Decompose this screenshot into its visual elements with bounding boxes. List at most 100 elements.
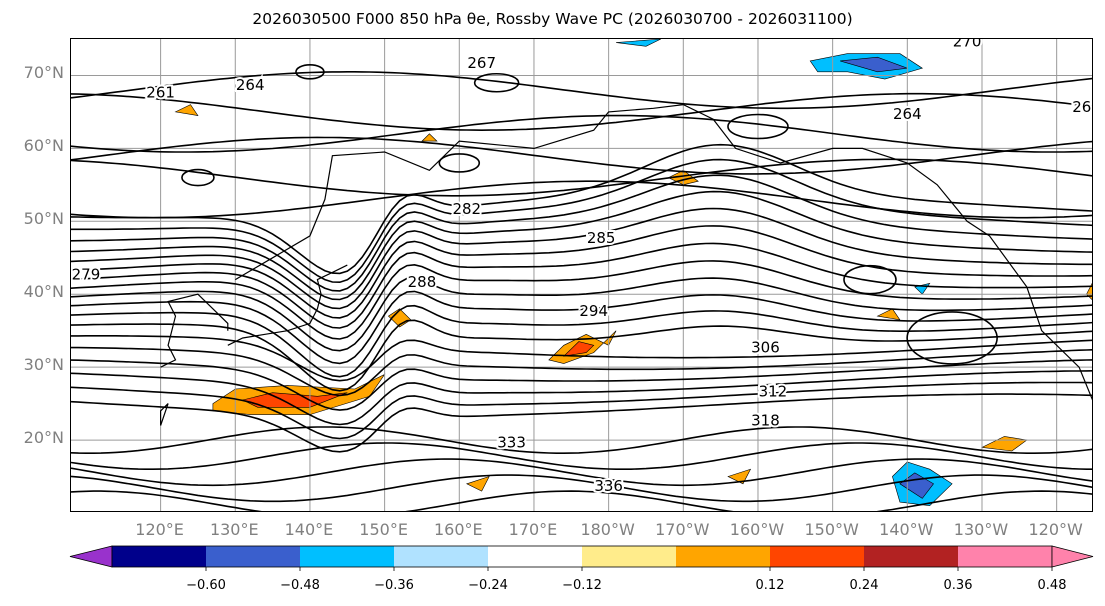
contour-line: [71, 158, 1092, 284]
colorbar-segment: [958, 546, 1053, 567]
contour-line: [71, 207, 1092, 310]
colorbar-extend-low: [69, 545, 113, 568]
lon-label: 170°E: [508, 520, 558, 539]
contour-line: [71, 174, 1092, 292]
contour-label: 261: [1072, 98, 1093, 116]
colorbar-extend-high: [1051, 545, 1094, 568]
lon-label: 140°W: [879, 520, 934, 539]
contour-label: 312: [759, 382, 788, 400]
colorbar-segment: [300, 546, 395, 567]
lat-label: 60°N: [23, 136, 64, 156]
contour-label: 270: [953, 39, 982, 50]
contour-line: [71, 319, 1092, 392]
closed-contour: [473, 72, 520, 93]
colorbar-tick-label: −0.36: [374, 578, 414, 593]
colorbar-tick-label: 0.12: [755, 578, 785, 593]
contour-line: [71, 180, 1092, 219]
contour-label: 288: [408, 273, 437, 291]
lon-label: 130°E: [209, 520, 259, 539]
contour-line: [71, 359, 1092, 411]
lat-label: 50°N: [23, 209, 64, 229]
contour-label: 294: [579, 302, 608, 320]
contour-label: 318: [751, 411, 780, 429]
contour-line: [71, 370, 1092, 426]
closed-contour: [295, 64, 325, 80]
contour-line: [71, 442, 1092, 470]
anomaly-area: [562, 341, 595, 357]
contour-line: [71, 304, 1092, 378]
lon-label: 130°W: [953, 520, 1009, 539]
lon-label: 160°E: [433, 520, 483, 539]
colorbar-tick-label: −0.24: [468, 578, 508, 593]
anomaly-area: [980, 436, 1028, 452]
contour-line: [71, 490, 1092, 511]
anomaly-area: [727, 468, 752, 485]
map-panel: 261 264 267 270 264 261 279 282 285 288 294 306 312 3…: [70, 38, 1093, 512]
lat-label: 40°N: [23, 282, 64, 302]
map-title: 2026030500 F000 850 hPa θe, Rossby Wave …: [252, 10, 853, 28]
colorbar-segment: [770, 546, 865, 567]
lon-label: 170°W: [655, 520, 710, 539]
colorbar-tick-label: 0.36: [943, 578, 973, 593]
anomaly-area: [616, 39, 662, 47]
graticule: [71, 39, 1092, 511]
colorbar-segment: [488, 546, 583, 567]
lon-label: 150°W: [804, 520, 859, 539]
contour-label: 336: [594, 477, 623, 495]
contour-line: [71, 114, 1092, 153]
anomaly-area: [421, 133, 438, 142]
lon-label: 160°W: [729, 520, 785, 539]
contour-label: 279: [72, 266, 101, 284]
lon-label: 120°W: [1028, 520, 1083, 539]
contour-label: 306: [751, 339, 780, 357]
contour-labels: 261 264 267 270 264 261 279 282 285 288 294 306 312 3…: [71, 39, 1093, 497]
anomaly-area: [899, 472, 934, 499]
map-canvas: 261 264 267 270 264 261 279 282 285 288 294 306 312 3…: [71, 39, 1093, 511]
colorbar-outline: [111, 545, 1053, 568]
colorbar-segment: [864, 546, 959, 567]
contour-line: [71, 381, 1092, 440]
contour-line: [71, 136, 1092, 175]
closed-contour: [438, 153, 481, 173]
contour-line: [71, 158, 1092, 197]
contour-label: 282: [452, 200, 481, 218]
closed-contour: [727, 113, 789, 140]
lat-label: 70°N: [23, 63, 64, 83]
contour-line: [71, 276, 1092, 352]
coastlines: [160, 103, 1092, 426]
contour-line: [71, 190, 1092, 301]
contour-label: 267: [467, 54, 496, 72]
contour-label: 261: [146, 83, 175, 101]
colorbar-tick-label: −0.48: [280, 578, 320, 593]
contour-line: [71, 92, 1092, 132]
contour-line: [71, 225, 1092, 319]
lon-label: 150°E: [359, 520, 408, 539]
colorbar-segment: [206, 546, 301, 567]
closed-contour: [843, 264, 897, 295]
colorbar-segment: [112, 546, 207, 567]
lat-label: 30°N: [23, 355, 64, 375]
contour-line: [71, 335, 1092, 382]
contour-label: 264: [893, 105, 922, 123]
colorbar-tick-label: 0.24: [849, 578, 879, 593]
contour-line: [71, 393, 1092, 453]
contour-line: [71, 426, 1092, 454]
contour-line: [71, 458, 1092, 487]
contour-line: [71, 290, 1092, 365]
closed-contour: [181, 168, 215, 187]
contour-line: [71, 71, 1092, 110]
colorbar-tick-label: −0.60: [186, 578, 226, 593]
colorbar-segment: [676, 546, 771, 567]
colorbar-tick-label: 0.48: [1037, 578, 1067, 593]
contour-line: [71, 260, 1092, 340]
anomaly-area: [241, 392, 348, 408]
colorbar-segment: [394, 546, 489, 567]
anomaly-area: [466, 475, 490, 492]
contour-label: 333: [497, 433, 526, 451]
contour-line: [71, 242, 1092, 329]
theta-e-contours: [71, 64, 1092, 511]
lon-label: 120°E: [135, 520, 184, 539]
contour-line: [71, 143, 1092, 275]
anomaly-area: [1086, 282, 1092, 300]
anomaly-area: [876, 308, 901, 321]
